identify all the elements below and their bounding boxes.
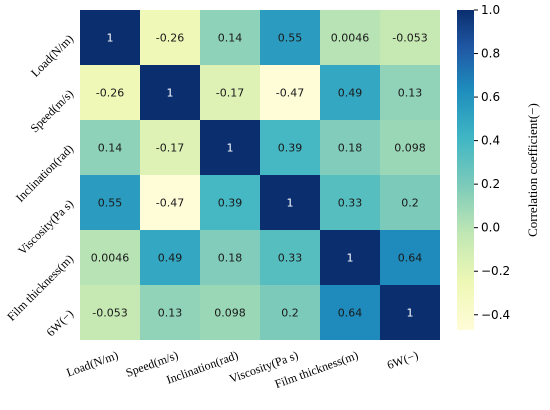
heatmap-cell (260, 230, 320, 285)
heatmap-cell (140, 65, 200, 120)
colorbar-tick-label: 0.8 (481, 47, 500, 61)
cell-value-label: -0.053 (92, 307, 127, 320)
cell-value-label: 0.14 (98, 142, 123, 155)
heatmap-cell (200, 10, 260, 65)
cell-value-label: 0.098 (394, 142, 426, 155)
heatmap-cell (200, 285, 260, 340)
colorbar-tick-label: −0.4 (481, 308, 510, 322)
colorbar (457, 10, 474, 330)
heatmap-cell (380, 10, 440, 65)
heatmap-cell (80, 65, 140, 120)
cell-value-label: -0.26 (156, 32, 184, 45)
colorbar-ticks: 1.0 0.8 0.6 0.4 0.2 0.0 −0.2 −0.4 (474, 3, 510, 322)
heatmap-cell (200, 120, 260, 175)
heatmap-cell (320, 175, 380, 230)
heatmap-cell (380, 65, 440, 120)
cell-value-label: 0.39 (218, 197, 243, 210)
row-tick-label: 6W(−) (43, 307, 76, 340)
heatmap-cell (260, 120, 320, 175)
cell-value-label: 0.55 (98, 197, 123, 210)
row-tick-label: Speed(m/s) (28, 87, 77, 136)
heatmap-cell (200, 175, 260, 230)
heatmap-cell (260, 65, 320, 120)
heatmap-cell (140, 175, 200, 230)
cell-value-label: 1 (407, 307, 414, 320)
row-tick-labels: Load(N/m) Speed(m/s) Inclination(rad)Visco… (4, 32, 76, 340)
cell-value-label: 0.2 (401, 197, 419, 210)
heatmap-cell (80, 230, 140, 285)
heatmap-cell (80, 175, 140, 230)
heatmap-cell (320, 285, 380, 340)
cell-value-label: 1 (107, 32, 114, 45)
heatmap-cell (320, 65, 380, 120)
cell-value-label: 0.55 (278, 32, 303, 45)
cell-value-label: 0.18 (338, 142, 363, 155)
heatmap-cell (140, 10, 200, 65)
colorbar-tick-label: 0.2 (481, 177, 500, 191)
heatmap-cell (380, 175, 440, 230)
heatmap-cell (320, 120, 380, 175)
cell-value-label: -0.053 (392, 32, 427, 45)
colorbar-tick-label: 0.4 (481, 134, 500, 148)
heatmap-cell (320, 10, 380, 65)
cell-value-label: -0.26 (96, 87, 124, 100)
heatmap-cell (380, 285, 440, 340)
cell-value-label: 0.49 (158, 252, 183, 265)
cell-value-label: 0.64 (338, 307, 363, 320)
cell-value-label: 1 (347, 252, 354, 265)
cell-value-label: 0.0046 (331, 32, 370, 45)
heatmap-cell (320, 230, 380, 285)
cell-value-label: 0.33 (338, 197, 363, 210)
cell-value-label: 0.13 (158, 307, 183, 320)
heatmap-cell (80, 285, 140, 340)
heatmap-cell (380, 120, 440, 175)
heatmap-cell (80, 120, 140, 175)
heatmap-cell (140, 285, 200, 340)
cell-value-label: 0.18 (218, 252, 243, 265)
cell-value-label: 0.33 (278, 252, 303, 265)
heatmap-cell (80, 10, 140, 65)
heatmap-cell (380, 230, 440, 285)
cell-value-label: 0.13 (398, 87, 423, 100)
cell-value-label: 0.2 (281, 307, 299, 320)
column-tick-label: Load(N/m) (65, 348, 121, 380)
cell-value-label: 0.0046 (91, 252, 130, 265)
heatmap-cell (260, 175, 320, 230)
cell-value-label: -0.47 (156, 197, 184, 210)
cell-value-label: 0.39 (278, 142, 303, 155)
colorbar-tick-label: 0.0 (481, 221, 500, 235)
cell-value-label: 0.098 (214, 307, 246, 320)
colorbar-tick-label: −0.2 (481, 264, 510, 278)
colorbar-tick-label: 1.0 (481, 3, 500, 17)
cell-value-label: -0.47 (276, 87, 304, 100)
cell-value-label: 1 (287, 197, 294, 210)
row-tick-label: Inclination(rad) (13, 142, 76, 205)
heatmap-cells: 1 -0.26 0.14 0.55 0.0046 -0.053 -0.26 1 -0.17 -0.… (80, 10, 440, 340)
colorbar-tick-label: 0.6 (481, 90, 500, 104)
cell-value-label: 0.14 (218, 32, 243, 45)
heatmap-cell (260, 10, 320, 65)
cell-value-label: 1 (167, 87, 174, 100)
cell-value-label: 0.49 (338, 87, 363, 100)
heatmap-cell (260, 285, 320, 340)
heatmap-cell (200, 230, 260, 285)
row-tick-label: Load(N/m) (28, 32, 76, 80)
row-tick-label: Viscosity(Pa s) (15, 197, 76, 258)
colorbar-label: Correlation coefficient(−) (525, 103, 540, 237)
heatmap-cell (140, 120, 200, 175)
column-tick-label: 6W(−) (385, 348, 420, 372)
heatmap-cell (200, 65, 260, 120)
cell-value-label: -0.17 (156, 142, 184, 155)
column-tick-labels: Load(N/m) Speed(m/s)Inclination(rad)Visco… (65, 348, 421, 391)
cell-value-label: 0.64 (398, 252, 423, 265)
heatmap-cell (140, 230, 200, 285)
cell-value-label: -0.17 (216, 87, 244, 100)
cell-value-label: 1 (227, 142, 234, 155)
